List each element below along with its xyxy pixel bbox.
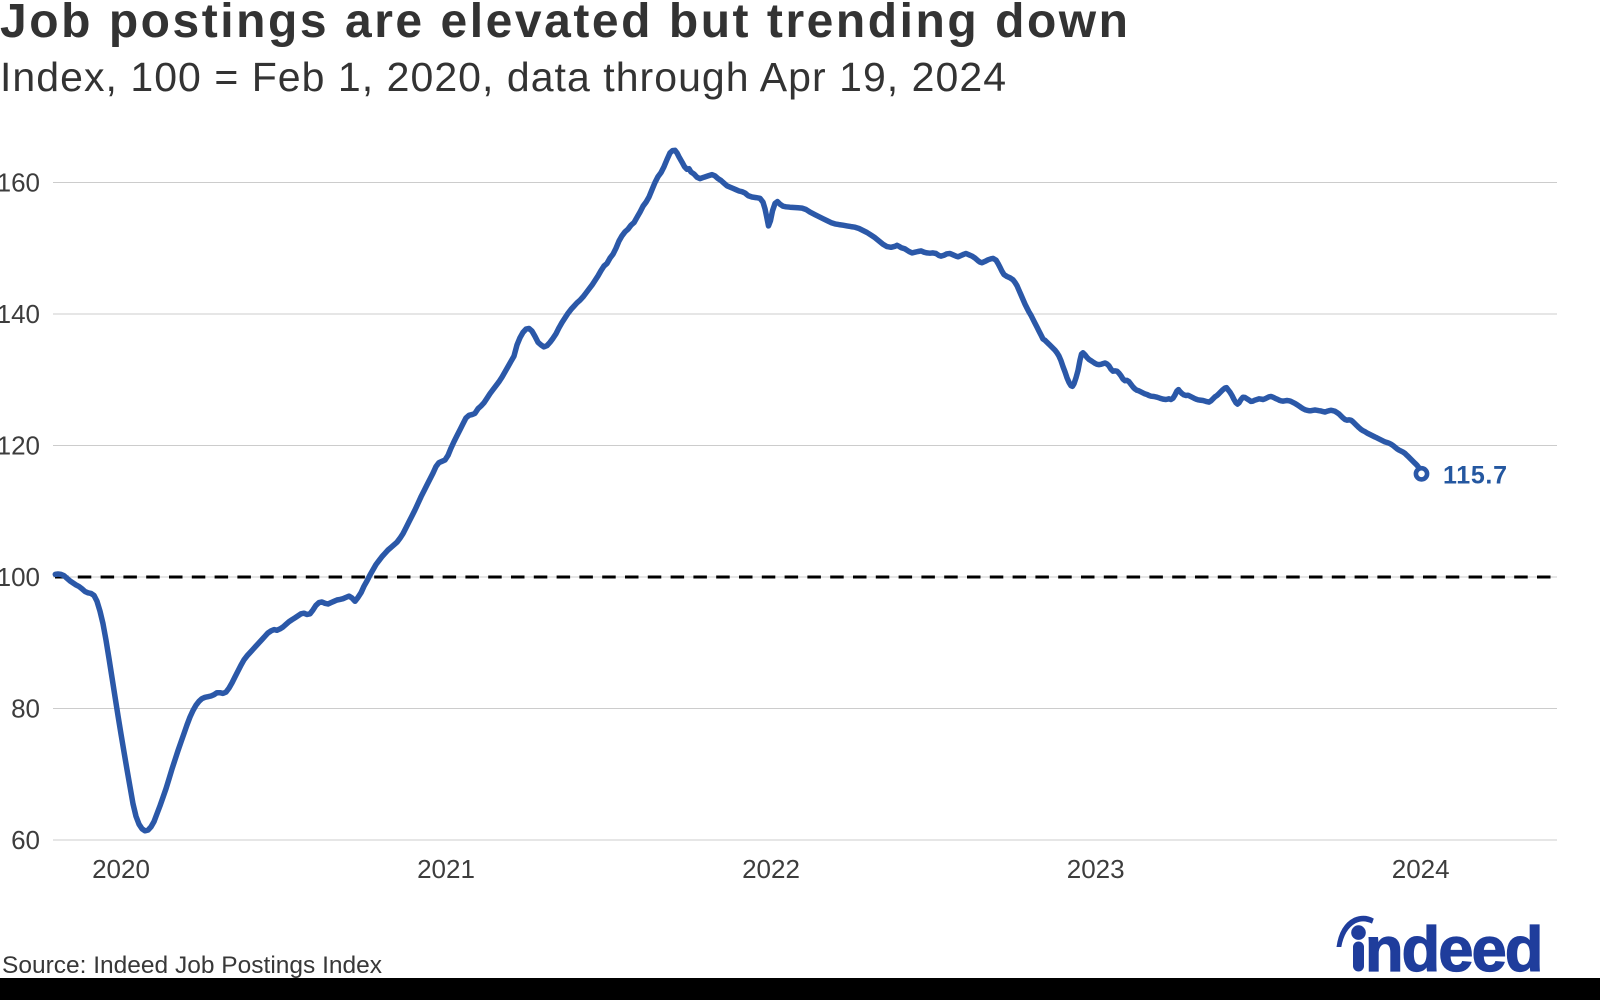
svg-text:ndeed: ndeed xyxy=(1365,915,1542,985)
svg-text:2022: 2022 xyxy=(742,854,800,884)
svg-text:Source: Indeed Job Postings In: Source: Indeed Job Postings Index xyxy=(2,952,382,979)
svg-text:Job postings are elevated but: Job postings are elevated but trending d… xyxy=(0,0,1128,48)
svg-text:160: 160 xyxy=(0,168,40,198)
svg-text:80: 80 xyxy=(11,694,40,724)
svg-text:60: 60 xyxy=(11,825,40,855)
svg-text:2024: 2024 xyxy=(1392,854,1450,884)
svg-text:2023: 2023 xyxy=(1067,854,1125,884)
svg-text:2020: 2020 xyxy=(92,854,150,884)
svg-text:2021: 2021 xyxy=(417,854,475,884)
svg-text:100: 100 xyxy=(0,562,40,592)
svg-text:115.7: 115.7 xyxy=(1443,461,1508,489)
svg-text:Index, 100 = Feb 1, 2020, data: Index, 100 = Feb 1, 2020, data through A… xyxy=(0,54,1006,100)
svg-text:140: 140 xyxy=(0,299,40,329)
svg-text:120: 120 xyxy=(0,431,40,461)
